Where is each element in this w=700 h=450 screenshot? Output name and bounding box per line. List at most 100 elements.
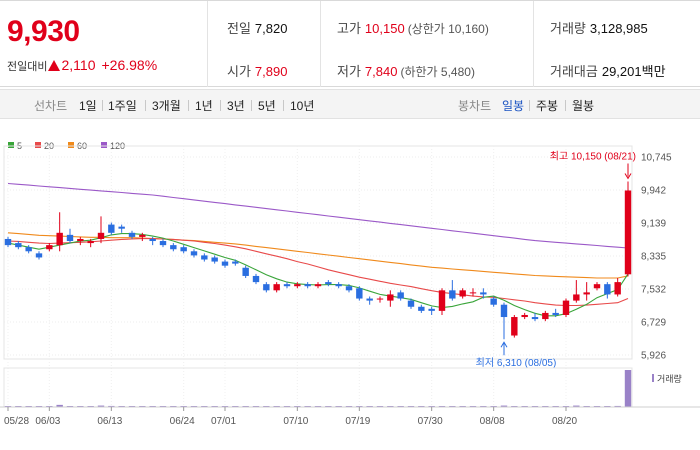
volume-bar: [614, 405, 621, 407]
x-tick-label: 07/30: [418, 416, 443, 427]
stat-value: 7,820: [254, 21, 288, 36]
candle-body: [593, 284, 601, 289]
stat-label: 시가: [227, 64, 251, 79]
stat-unit: 백만: [641, 64, 666, 79]
candle-body: [211, 257, 218, 262]
volume-bar: [624, 370, 632, 407]
candle-body: [201, 255, 208, 260]
stat-label: 고가: [337, 21, 361, 36]
tab-monthly[interactable]: 월봉: [572, 99, 595, 113]
candle-body: [128, 232, 136, 237]
legend-swatch: [8, 142, 14, 148]
candle-body: [387, 294, 394, 301]
candle-body: [56, 232, 63, 246]
divider: [320, 1, 321, 87]
current-price-box: 9,930 전일대비 2,110 +26.98%: [0, 1, 208, 87]
candle-body: [149, 238, 156, 242]
y-tick-label: 9,942: [641, 185, 666, 196]
stat-volume: 거래량 3,128,985: [550, 18, 648, 37]
stat-label: 저가: [337, 64, 361, 79]
candle-body: [480, 292, 487, 295]
candlestick-chart[interactable]: 5 20 60 120 10,7459,9429,1398,3357,5326,729…: [0, 120, 700, 450]
tab-divider: [251, 100, 252, 111]
tab-divider: [565, 100, 566, 111]
chart-grid: [3, 145, 633, 407]
volume-bar: [500, 405, 508, 407]
plot-frame: [3, 145, 633, 360]
candle-body: [242, 267, 249, 276]
candle-body: [500, 304, 508, 318]
stat-prev-close: 전일 7,820: [227, 18, 287, 37]
candle-body: [573, 294, 580, 301]
low-arrow-head: [500, 341, 508, 348]
moving-average-ma20: [7, 238, 629, 307]
legend-swatch: [68, 142, 74, 148]
candle-body: [614, 282, 621, 295]
candle-body: [87, 241, 94, 244]
tab-3-months[interactable]: 3개월: [152, 99, 181, 113]
stat-label: 전일: [227, 21, 251, 36]
legend-swatch: [101, 142, 107, 148]
candle-body: [583, 292, 590, 295]
volume-frame: [3, 367, 633, 408]
candle-body: [108, 224, 115, 233]
x-tick-label: 08/08: [480, 416, 505, 427]
candle-body: [356, 288, 363, 299]
tab-divider: [283, 100, 284, 111]
stat-high: 고가 10,150 (상한가 10,160): [337, 18, 489, 37]
y-tick-label: 6,729: [641, 318, 666, 329]
candle-body: [232, 261, 239, 264]
candle-body: [552, 312, 559, 315]
tab-1-year[interactable]: 1년: [195, 99, 213, 113]
stat-value: 7,890: [254, 64, 288, 79]
upper-limit: (상한가 10,160): [407, 22, 489, 36]
moving-average-ma5: [7, 233, 629, 317]
candle-body: [407, 300, 415, 307]
candle-body: [4, 238, 12, 246]
tab-1-week[interactable]: 1주일: [108, 99, 137, 113]
stat-turnover: 거래대금 29,201백만: [550, 61, 666, 80]
change-percent: +26.98%: [101, 57, 158, 73]
candle-chart-label: 봉차트: [458, 99, 492, 113]
x-tick-label: 06/13: [97, 416, 122, 427]
candle-body: [397, 292, 404, 299]
y-axis: 10,745 9,942 9,139 8,335 7,532 6,729 5,926: [641, 153, 672, 362]
x-axis: 05/28 06/03 06/13 06/24 07/01 07/10 07/19 07/30…: [0, 406, 700, 427]
up-triangle-icon: [48, 60, 61, 71]
tab-3-years[interactable]: 3년: [227, 99, 245, 113]
candle-body: [263, 284, 270, 291]
candle-body: [490, 298, 497, 305]
tab-5-years[interactable]: 5년: [258, 99, 276, 113]
candle-body: [314, 284, 322, 287]
candle-body: [531, 317, 539, 320]
tab-divider: [529, 100, 530, 111]
candle-body: [283, 284, 291, 287]
candle-body: [449, 290, 456, 299]
tab-1-day[interactable]: 1일: [79, 99, 97, 113]
candle-body: [66, 234, 74, 242]
price-summary: 9,930 전일대비 2,110 +26.98% 전일 7,820 시가 7,890 고…: [0, 0, 700, 87]
y-tick-label: 7,532: [641, 285, 666, 296]
legend-swatch: [35, 142, 41, 148]
candle-body: [97, 232, 105, 239]
tab-daily[interactable]: 일봉: [502, 99, 525, 113]
volume-bar: [97, 405, 105, 407]
volume-legend-label: 거래량: [657, 373, 682, 384]
candle-body: [562, 300, 570, 315]
candle-body: [294, 284, 301, 287]
moving-average-ma120: [7, 182, 629, 249]
candle-body: [304, 284, 311, 287]
candle-body: [604, 284, 611, 295]
moving-average-ma60: [7, 232, 629, 279]
y-tick-label: 8,335: [641, 252, 666, 263]
candle-body: [252, 275, 260, 283]
tab-10-years[interactable]: 10년: [290, 99, 315, 113]
x-tick-label: 07/10: [283, 416, 308, 427]
moving-averages: [7, 182, 629, 317]
candle-body: [273, 284, 280, 291]
candle-body: [46, 245, 53, 250]
candle-body: [35, 253, 43, 258]
x-tick-label: 06/24: [170, 416, 195, 427]
tab-weekly[interactable]: 주봉: [536, 99, 559, 113]
candle-body: [624, 190, 632, 275]
